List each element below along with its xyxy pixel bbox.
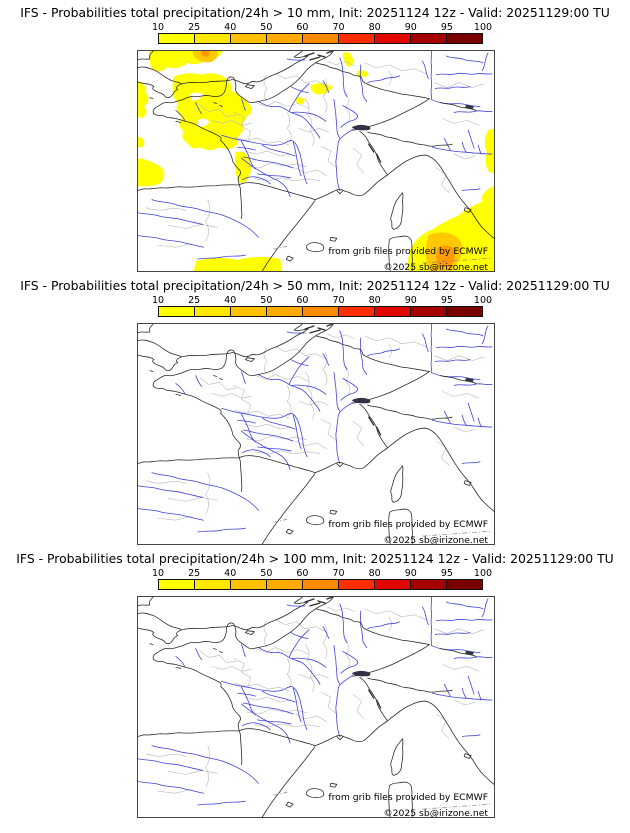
colorbar-tick-label: 25 bbox=[188, 22, 201, 33]
colorbar-segment bbox=[447, 34, 482, 43]
colorbar-segment bbox=[231, 34, 267, 43]
colorbar-tick-label: 95 bbox=[440, 22, 453, 33]
attribution-ecmwf: from grib files provided by ECMWF bbox=[328, 246, 488, 257]
colorbar-tick-label: 70 bbox=[332, 22, 345, 33]
colorbar-tick-label: 40 bbox=[224, 295, 237, 306]
colorbar-tick-label: 90 bbox=[404, 22, 417, 33]
colorbar-tick-label: 70 bbox=[332, 568, 345, 579]
colorbar-segment bbox=[447, 580, 482, 589]
map-france-100mm: from grib files provided by ECMWF ©2025 … bbox=[137, 596, 495, 818]
colorbar-segment bbox=[303, 580, 339, 589]
colorbar-segment bbox=[267, 580, 303, 589]
colorbar-tick-label: 10 bbox=[151, 22, 165, 33]
colorbar-segment bbox=[339, 307, 375, 316]
colorbar-segment bbox=[159, 580, 195, 589]
colorbar: 10 25 40 50 60 70 80 90 95 100 bbox=[152, 568, 492, 592]
panel-title: IFS - Probabilities total precipitation/… bbox=[20, 5, 610, 20]
colorbar-segment bbox=[375, 580, 411, 589]
colorbar-segment bbox=[159, 307, 195, 316]
colorbar-tick-label: 90 bbox=[404, 295, 417, 306]
colorbar-tick-label: 95 bbox=[440, 295, 453, 306]
colorbar-segment bbox=[231, 580, 267, 589]
colorbar-scale bbox=[158, 579, 483, 590]
colorbar-segment bbox=[411, 307, 447, 316]
colorbar-tick-label: 95 bbox=[440, 568, 453, 579]
colorbar-tick-labels: 10 25 40 50 60 70 80 90 95 100 bbox=[152, 22, 492, 33]
colorbar-segment bbox=[195, 580, 231, 589]
colorbar-scale bbox=[158, 33, 483, 44]
colorbar-segment bbox=[447, 307, 482, 316]
colorbar: 10 25 40 50 60 70 80 90 95 100 bbox=[152, 22, 492, 46]
attribution-ecmwf: from grib files provided by ECMWF bbox=[328, 792, 488, 803]
colorbar-tick-label: 50 bbox=[260, 568, 273, 579]
colorbar-tick-label: 10 bbox=[151, 568, 165, 579]
colorbar-segment bbox=[339, 580, 375, 589]
colorbar-tick-label: 70 bbox=[332, 295, 345, 306]
colorbar-segment bbox=[375, 307, 411, 316]
map-france-50mm: from grib files provided by ECMWF ©2025 … bbox=[137, 323, 495, 545]
colorbar-tick-label: 40 bbox=[224, 22, 237, 33]
colorbar-tick-label: 90 bbox=[404, 568, 417, 579]
forecast-panel-50mm: IFS - Probabilities total precipitation/… bbox=[0, 278, 630, 545]
colorbar: 10 25 40 50 60 70 80 90 95 100 bbox=[152, 295, 492, 319]
colorbar-tick-label: 60 bbox=[296, 22, 309, 33]
colorbar-segment bbox=[375, 34, 411, 43]
colorbar-segment bbox=[195, 34, 231, 43]
colorbar-tick-labels: 10 25 40 50 60 70 80 90 95 100 bbox=[152, 568, 492, 579]
colorbar-segment bbox=[411, 34, 447, 43]
colorbar-scale bbox=[158, 306, 483, 317]
colorbar-tick-label: 100 bbox=[473, 22, 493, 33]
forecast-panel-10mm: IFS - Probabilities total precipitation/… bbox=[0, 5, 630, 272]
colorbar-tick-label: 50 bbox=[260, 22, 273, 33]
panel-title: IFS - Probabilities total precipitation/… bbox=[20, 278, 610, 293]
colorbar-tick-label: 40 bbox=[224, 568, 237, 579]
precipitation-probability-overlay bbox=[138, 51, 494, 271]
colorbar-tick-label: 60 bbox=[296, 295, 309, 306]
forecast-panel-100mm: IFS - Probabilities total precipitation/… bbox=[0, 551, 630, 818]
colorbar-tick-label: 60 bbox=[296, 568, 309, 579]
colorbar-segment bbox=[339, 34, 375, 43]
attribution-ecmwf: from grib files provided by ECMWF bbox=[328, 519, 488, 530]
colorbar-tick-label: 25 bbox=[188, 568, 201, 579]
colorbar-segment bbox=[267, 34, 303, 43]
colorbar-segment bbox=[303, 34, 339, 43]
colorbar-tick-label: 100 bbox=[473, 295, 493, 306]
colorbar-tick-labels: 10 25 40 50 60 70 80 90 95 100 bbox=[152, 295, 492, 306]
colorbar-tick-label: 80 bbox=[368, 22, 381, 33]
colorbar-segment bbox=[303, 307, 339, 316]
colorbar-tick-label: 50 bbox=[260, 295, 273, 306]
map-france-10mm: from grib files provided by ECMWF ©2025 … bbox=[137, 50, 495, 272]
colorbar-segment bbox=[159, 34, 195, 43]
colorbar-tick-label: 80 bbox=[368, 295, 381, 306]
colorbar-segment bbox=[411, 580, 447, 589]
colorbar-tick-label: 25 bbox=[188, 295, 201, 306]
attribution-copyright: ©2025 sb@irizone.net bbox=[383, 535, 488, 544]
colorbar-segment bbox=[231, 307, 267, 316]
attribution-copyright: ©2025 sb@irizone.net bbox=[383, 808, 488, 817]
colorbar-tick-label: 10 bbox=[151, 295, 165, 306]
colorbar-segment bbox=[195, 307, 231, 316]
colorbar-tick-label: 100 bbox=[473, 568, 493, 579]
colorbar-tick-label: 80 bbox=[368, 568, 381, 579]
colorbar-segment bbox=[267, 307, 303, 316]
attribution-copyright: ©2025 sb@irizone.net bbox=[383, 262, 488, 271]
panel-title: IFS - Probabilities total precipitation/… bbox=[16, 551, 614, 566]
